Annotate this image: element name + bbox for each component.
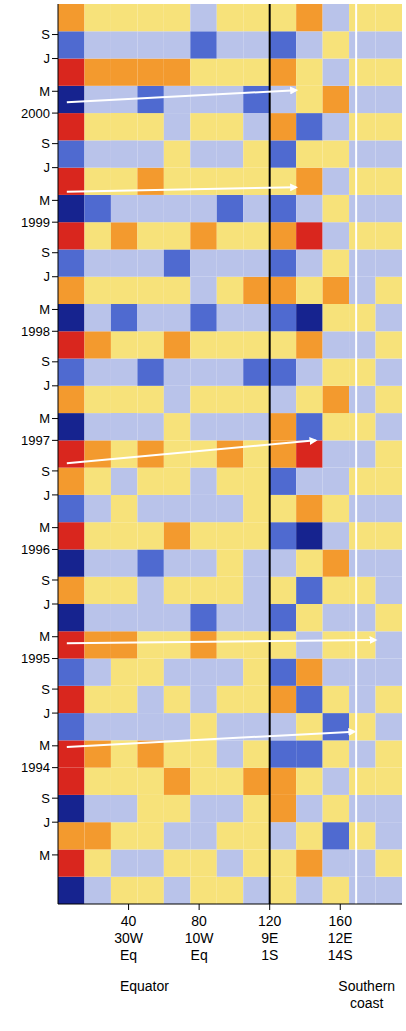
svg-text:10W: 10W bbox=[185, 930, 215, 946]
svg-text:1994: 1994 bbox=[21, 760, 50, 775]
svg-text:J: J bbox=[44, 269, 51, 284]
svg-text:M: M bbox=[39, 411, 50, 426]
svg-text:1998: 1998 bbox=[21, 324, 50, 339]
svg-text:S: S bbox=[41, 354, 50, 369]
svg-text:2000: 2000 bbox=[21, 106, 50, 121]
svg-text:J: J bbox=[44, 597, 51, 612]
svg-text:160: 160 bbox=[329, 913, 353, 929]
svg-text:J: J bbox=[44, 815, 51, 830]
svg-text:14S: 14S bbox=[328, 947, 353, 963]
svg-text:Eq: Eq bbox=[120, 947, 137, 963]
svg-text:M: M bbox=[39, 848, 50, 863]
svg-text:S: S bbox=[41, 27, 50, 42]
svg-text:120: 120 bbox=[258, 913, 282, 929]
svg-text:J: J bbox=[44, 160, 51, 175]
svg-text:M: M bbox=[39, 302, 50, 317]
svg-text:40: 40 bbox=[121, 913, 137, 929]
svg-text:1S: 1S bbox=[261, 947, 278, 963]
svg-text:S: S bbox=[41, 682, 50, 697]
svg-text:1997: 1997 bbox=[21, 433, 50, 448]
svg-text:30W: 30W bbox=[114, 930, 144, 946]
svg-text:9E: 9E bbox=[261, 930, 278, 946]
svg-text:S: S bbox=[41, 791, 50, 806]
svg-text:J: J bbox=[44, 378, 51, 393]
svg-text:M: M bbox=[39, 629, 50, 644]
svg-text:M: M bbox=[39, 520, 50, 535]
svg-text:M: M bbox=[39, 738, 50, 753]
svg-text:J: J bbox=[44, 488, 51, 503]
svg-text:80: 80 bbox=[191, 913, 207, 929]
svg-text:12E: 12E bbox=[328, 930, 353, 946]
svg-text:1999: 1999 bbox=[21, 215, 50, 230]
svg-text:J: J bbox=[44, 51, 51, 66]
svg-text:S: S bbox=[41, 464, 50, 479]
svg-text:1996: 1996 bbox=[21, 542, 50, 557]
svg-text:J: J bbox=[44, 706, 51, 721]
svg-text:1995: 1995 bbox=[21, 651, 50, 666]
svg-text:M: M bbox=[39, 193, 50, 208]
svg-text:S: S bbox=[41, 136, 50, 151]
svg-text:Equator: Equator bbox=[120, 978, 169, 994]
svg-text:S: S bbox=[41, 245, 50, 260]
svg-text:Eq: Eq bbox=[191, 947, 208, 963]
svg-text:Southerncoast: Southerncoast bbox=[338, 978, 395, 1011]
svg-text:S: S bbox=[41, 573, 50, 588]
svg-text:M: M bbox=[39, 84, 50, 99]
